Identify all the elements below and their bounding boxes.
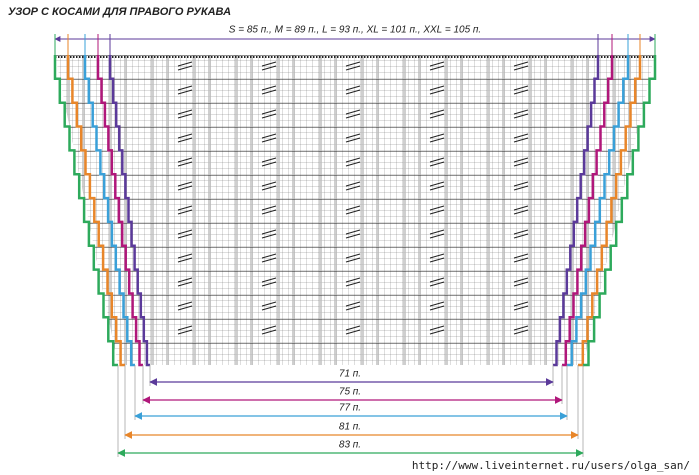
cable-symbol xyxy=(177,277,193,287)
top-label: S = 85 п., M = 89 п., L = 93 п., XL = 10… xyxy=(229,25,481,36)
cable-symbol xyxy=(177,181,193,191)
width-label: 77 п. xyxy=(339,403,361,414)
width-label: 81 п. xyxy=(339,422,361,433)
cable-symbol xyxy=(177,61,193,71)
cable-symbol xyxy=(345,325,361,335)
cable-symbol xyxy=(261,301,277,311)
cable-symbol xyxy=(261,133,277,143)
footer-url: http://www.liveinternet.ru/users/olga_sa… xyxy=(412,459,690,472)
cable-symbol xyxy=(513,133,529,143)
cable-symbol xyxy=(261,205,277,215)
cable-symbol xyxy=(261,325,277,335)
cable-symbol xyxy=(429,109,445,119)
cable-symbol xyxy=(513,301,529,311)
cable-symbol xyxy=(429,277,445,287)
cable-symbol xyxy=(513,157,529,167)
cable-symbol xyxy=(345,253,361,263)
cable-symbol xyxy=(177,205,193,215)
chart-rows xyxy=(55,55,655,365)
cable-symbol xyxy=(513,85,529,95)
cable-symbol xyxy=(345,61,361,71)
size-outline-left xyxy=(108,55,150,367)
cable-symbol xyxy=(513,61,529,71)
cable-symbol xyxy=(345,109,361,119)
size-outline-right xyxy=(567,55,630,367)
cable-symbol xyxy=(513,253,529,263)
size-outline-right xyxy=(578,55,642,367)
cable-symbol xyxy=(261,229,277,239)
cable-symbol xyxy=(513,205,529,215)
cable-symbol xyxy=(177,109,193,119)
cable-symbol xyxy=(429,205,445,215)
cable-symbol xyxy=(429,301,445,311)
cable-symbol xyxy=(513,109,529,119)
size-outline-right xyxy=(553,55,600,367)
cable-symbol xyxy=(261,85,277,95)
cable-symbol xyxy=(261,277,277,287)
cable-symbol xyxy=(513,325,529,335)
cable-symbol xyxy=(345,133,361,143)
cable-symbol xyxy=(429,133,445,143)
cable-symbol xyxy=(429,157,445,167)
cable-symbol xyxy=(513,181,529,191)
cable-symbol xyxy=(345,181,361,191)
cable-symbol xyxy=(345,85,361,95)
width-label: 71 п. xyxy=(339,369,361,380)
cable-symbol xyxy=(429,181,445,191)
cable-symbol xyxy=(177,229,193,239)
cable-symbol xyxy=(261,157,277,167)
cable-symbol xyxy=(513,229,529,239)
width-label: 83 п. xyxy=(339,440,361,451)
cable-symbol xyxy=(177,157,193,167)
size-outline-right xyxy=(562,55,614,367)
width-label: 75 п. xyxy=(339,387,361,398)
size-outline-left xyxy=(83,55,135,367)
cable-symbol xyxy=(261,61,277,71)
cable-symbol xyxy=(345,277,361,287)
cable-symbol xyxy=(345,205,361,215)
cable-symbol xyxy=(429,61,445,71)
cable-symbol xyxy=(261,181,277,191)
cable-symbol xyxy=(429,229,445,239)
cable-symbol xyxy=(177,85,193,95)
size-outline-left xyxy=(66,55,125,367)
cable-symbol xyxy=(261,253,277,263)
cable-symbol xyxy=(429,85,445,95)
cable-symbol xyxy=(261,109,277,119)
size-outline-left xyxy=(96,55,143,367)
cable-symbol xyxy=(429,253,445,263)
cable-symbol xyxy=(177,301,193,311)
cable-symbol xyxy=(345,229,361,239)
cable-symbol xyxy=(345,301,361,311)
cable-symbol xyxy=(513,277,529,287)
title: УЗОР С КОСАМИ ДЛЯ ПРАВОГО РУКАВА xyxy=(8,6,231,18)
cable-symbol xyxy=(177,253,193,263)
cable-symbol xyxy=(345,157,361,167)
cable-symbol xyxy=(429,325,445,335)
size-outline-left xyxy=(53,55,118,367)
size-outline-right xyxy=(583,55,657,367)
cable-symbol xyxy=(177,133,193,143)
cable-symbol xyxy=(177,325,193,335)
